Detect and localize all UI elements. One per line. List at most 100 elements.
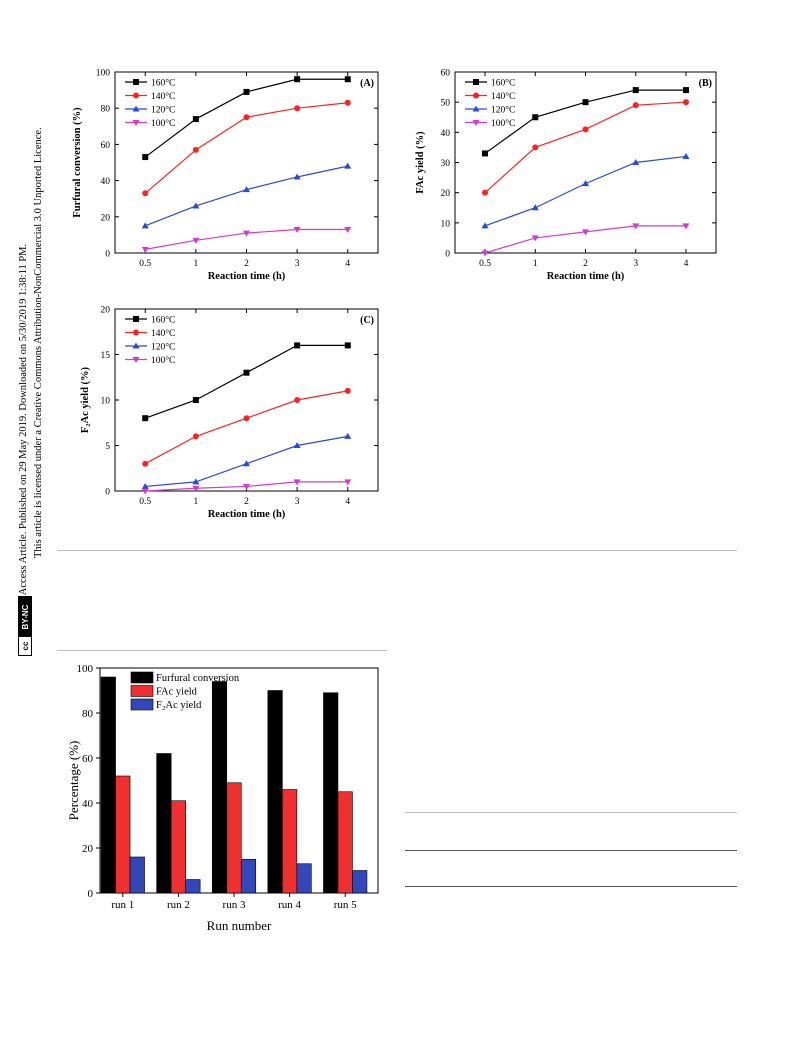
data-point — [142, 415, 149, 422]
legend-label: 100°C — [151, 355, 175, 366]
data-point — [344, 479, 352, 486]
y-tick-label: 60 — [441, 69, 451, 79]
separator-rule — [405, 812, 737, 813]
y-tick-label: 40 — [441, 129, 451, 139]
bar — [170, 800, 186, 894]
y-tick-label: 20 — [101, 306, 111, 316]
data-point — [294, 397, 301, 403]
x-axis-label: Reaction time (h) — [547, 271, 625, 282]
x-tick-label: run 3 — [223, 899, 246, 911]
data-point — [682, 87, 689, 94]
legend-marker — [133, 316, 139, 322]
y-tick-label: 15 — [101, 351, 111, 361]
data-point — [293, 479, 301, 486]
y-tick-label: 0 — [445, 250, 450, 260]
x-tick-label: 1 — [193, 497, 198, 507]
legend-swatch — [130, 698, 154, 711]
data-point — [141, 482, 149, 489]
legend-marker — [133, 92, 139, 99]
data-point — [192, 433, 199, 440]
data-point — [344, 99, 351, 106]
data-point — [243, 415, 250, 422]
bar — [115, 775, 131, 894]
panel-label: (C) — [360, 315, 374, 326]
legend-marker — [132, 342, 140, 349]
separator-rule — [57, 650, 387, 651]
legend-label: 120°C — [151, 105, 175, 116]
bar — [240, 858, 257, 894]
data-point — [192, 397, 199, 403]
series-line — [145, 344, 348, 419]
legend-label: 140°C — [491, 91, 515, 102]
series-line — [144, 390, 348, 465]
data-point — [243, 460, 250, 467]
bar — [267, 690, 283, 894]
data-point — [294, 105, 301, 112]
y-axis-label: Percentage (%) — [66, 741, 81, 821]
legend-label: 160°C — [491, 78, 515, 89]
legend-label: 160°C — [151, 78, 175, 89]
x-axis-label: Reaction time (h) — [208, 271, 286, 282]
data-point — [481, 250, 489, 257]
y-tick-label: 80 — [101, 105, 111, 115]
data-point — [293, 226, 301, 233]
legend-marker — [132, 120, 140, 126]
y-tick-label: 10 — [101, 397, 111, 407]
x-tick-label: 2 — [244, 259, 249, 269]
data-point — [482, 189, 489, 196]
data-point — [142, 154, 149, 161]
legend-swatch — [130, 671, 154, 684]
legend-marker — [133, 79, 139, 85]
data-point — [682, 223, 690, 230]
bar — [323, 692, 339, 894]
data-point — [293, 173, 301, 180]
x-tick-label: 2 — [583, 259, 588, 269]
legend-marker — [132, 105, 140, 112]
x-tick-label: run 1 — [111, 899, 134, 911]
data-point — [192, 237, 200, 244]
x-axis-label: Reaction time (h) — [208, 509, 286, 520]
y-tick-label: 10 — [441, 219, 451, 229]
bar — [352, 870, 368, 894]
data-point — [632, 159, 640, 165]
y-tick-label: 0 — [88, 888, 94, 900]
x-tick-label: run 2 — [167, 899, 190, 911]
legend-label: 120°C — [491, 105, 515, 116]
data-point — [582, 126, 589, 133]
bar — [100, 676, 116, 894]
data-point — [531, 204, 539, 211]
data-point — [142, 190, 149, 197]
data-point — [532, 114, 539, 121]
series-line — [484, 101, 687, 194]
y-tick-label: 20 — [82, 843, 94, 855]
data-point — [243, 88, 250, 95]
legend-label: Furfural conversion — [156, 673, 240, 684]
legend-marker — [473, 92, 479, 99]
separator-rule — [57, 550, 737, 551]
series-line — [484, 155, 687, 227]
data-point — [141, 246, 149, 253]
x-tick-label: 1 — [193, 259, 198, 269]
x-tick-label: 2 — [244, 497, 249, 507]
data-point — [243, 369, 250, 376]
bar — [282, 789, 298, 894]
data-point — [192, 478, 200, 485]
data-point — [682, 152, 690, 159]
y-tick-label: 100 — [77, 663, 94, 675]
x-tick-label: run 4 — [278, 899, 301, 911]
y-tick-label: 40 — [101, 177, 111, 187]
y-tick-label: 50 — [441, 99, 451, 109]
bar — [185, 879, 201, 894]
x-tick-label: 3 — [295, 497, 300, 507]
data-point — [582, 229, 589, 236]
y-tick-label: 20 — [441, 189, 451, 199]
x-tick-label: 4 — [345, 259, 350, 269]
data-point — [192, 116, 199, 123]
data-point — [482, 150, 489, 157]
x-axis-label: Run number — [207, 918, 272, 933]
y-axis-label: Furfural conversion (%) — [72, 107, 83, 218]
data-point — [632, 223, 640, 230]
data-point — [532, 144, 539, 151]
legend-label: 100°C — [491, 118, 515, 129]
